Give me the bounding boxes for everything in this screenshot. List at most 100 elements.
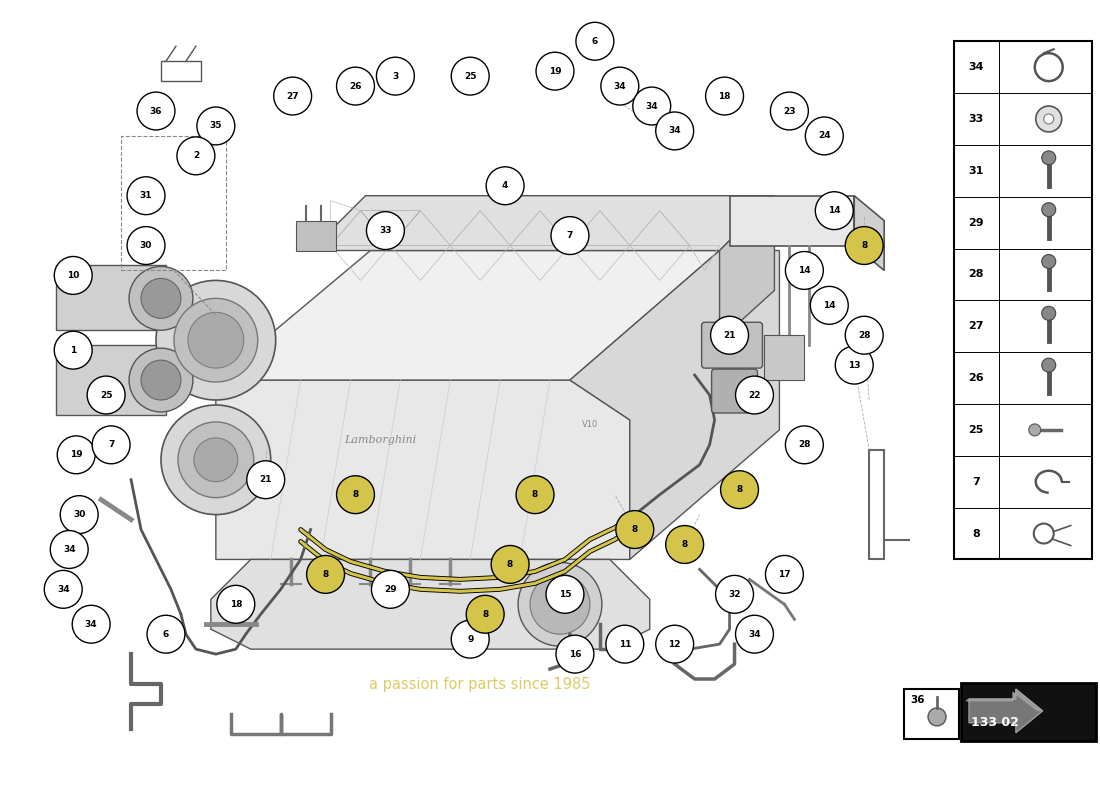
Circle shape <box>57 436 96 474</box>
Circle shape <box>766 555 803 594</box>
Text: 23: 23 <box>783 106 795 115</box>
Text: 34: 34 <box>646 102 658 110</box>
FancyBboxPatch shape <box>954 42 1091 559</box>
Circle shape <box>73 606 110 643</box>
Text: 15: 15 <box>559 590 571 599</box>
Circle shape <box>770 92 808 130</box>
Circle shape <box>1042 202 1056 217</box>
Circle shape <box>711 316 748 354</box>
Circle shape <box>716 575 754 614</box>
Text: Lamborghini: Lamborghini <box>344 435 417 445</box>
Text: 7: 7 <box>108 440 114 450</box>
Circle shape <box>217 586 255 623</box>
FancyBboxPatch shape <box>702 322 762 368</box>
Text: 8: 8 <box>682 540 688 549</box>
Text: 8: 8 <box>322 570 329 579</box>
Circle shape <box>632 87 671 125</box>
Text: 19: 19 <box>549 66 561 76</box>
Circle shape <box>44 570 82 608</box>
Text: 34: 34 <box>669 126 681 135</box>
Text: 34: 34 <box>614 82 626 90</box>
Text: 24: 24 <box>818 131 830 141</box>
Circle shape <box>129 266 192 330</box>
Text: 34: 34 <box>748 630 761 638</box>
Circle shape <box>656 112 694 150</box>
Text: 27: 27 <box>286 91 299 101</box>
Text: 8: 8 <box>532 490 538 499</box>
Text: 33: 33 <box>968 114 983 124</box>
Circle shape <box>601 67 639 105</box>
Circle shape <box>556 635 594 673</box>
Circle shape <box>815 192 854 230</box>
Circle shape <box>1042 306 1056 320</box>
Circle shape <box>307 555 344 594</box>
Text: 8: 8 <box>507 560 514 569</box>
Circle shape <box>178 422 254 498</box>
Text: V10: V10 <box>582 421 598 430</box>
Polygon shape <box>310 196 774 250</box>
FancyBboxPatch shape <box>961 683 1096 741</box>
Text: 30: 30 <box>140 241 152 250</box>
Circle shape <box>156 281 276 400</box>
Text: 29: 29 <box>384 585 397 594</box>
Circle shape <box>1042 254 1056 269</box>
Circle shape <box>128 177 165 214</box>
Circle shape <box>174 298 257 382</box>
Polygon shape <box>211 559 650 649</box>
Text: 28: 28 <box>799 440 811 450</box>
Text: 18: 18 <box>230 600 242 609</box>
Circle shape <box>197 107 234 145</box>
Circle shape <box>576 22 614 60</box>
Text: 4: 4 <box>502 182 508 190</box>
Circle shape <box>736 376 773 414</box>
Text: 8: 8 <box>736 485 743 494</box>
Polygon shape <box>216 250 719 380</box>
Circle shape <box>138 92 175 130</box>
Circle shape <box>54 331 92 369</box>
Text: 17: 17 <box>778 570 791 579</box>
Text: 25: 25 <box>464 72 476 81</box>
Polygon shape <box>855 196 884 270</box>
Circle shape <box>491 546 529 583</box>
Text: 8: 8 <box>482 610 488 618</box>
Text: 13: 13 <box>848 361 860 370</box>
Text: 34: 34 <box>968 62 983 72</box>
Circle shape <box>736 615 773 653</box>
Polygon shape <box>764 335 804 380</box>
Text: 11: 11 <box>618 640 631 649</box>
Text: 36: 36 <box>910 695 925 705</box>
Polygon shape <box>56 345 166 415</box>
Text: 8: 8 <box>352 490 359 499</box>
Polygon shape <box>969 689 1043 733</box>
Circle shape <box>337 476 374 514</box>
Text: 133 02: 133 02 <box>971 716 1019 729</box>
Polygon shape <box>296 221 336 250</box>
Circle shape <box>451 57 490 95</box>
Circle shape <box>835 346 873 384</box>
Text: 21: 21 <box>260 475 272 484</box>
Circle shape <box>51 530 88 569</box>
Circle shape <box>928 708 946 726</box>
Polygon shape <box>216 380 630 559</box>
Text: 14: 14 <box>823 301 836 310</box>
Circle shape <box>811 286 848 324</box>
Circle shape <box>656 626 694 663</box>
Text: 29: 29 <box>968 218 983 228</box>
Circle shape <box>805 117 844 155</box>
Text: 34: 34 <box>85 620 98 629</box>
Circle shape <box>147 615 185 653</box>
Circle shape <box>486 167 524 205</box>
Circle shape <box>720 470 759 509</box>
Text: 16: 16 <box>569 650 581 658</box>
Text: 28: 28 <box>858 330 870 340</box>
Text: 31: 31 <box>968 166 983 176</box>
Circle shape <box>1044 114 1054 124</box>
Circle shape <box>1042 358 1056 372</box>
Text: 31: 31 <box>140 191 152 200</box>
Circle shape <box>87 376 125 414</box>
Polygon shape <box>719 196 774 340</box>
Text: 14: 14 <box>828 206 840 215</box>
Text: 12: 12 <box>669 640 681 649</box>
Text: 8: 8 <box>972 529 980 538</box>
Circle shape <box>785 251 823 290</box>
